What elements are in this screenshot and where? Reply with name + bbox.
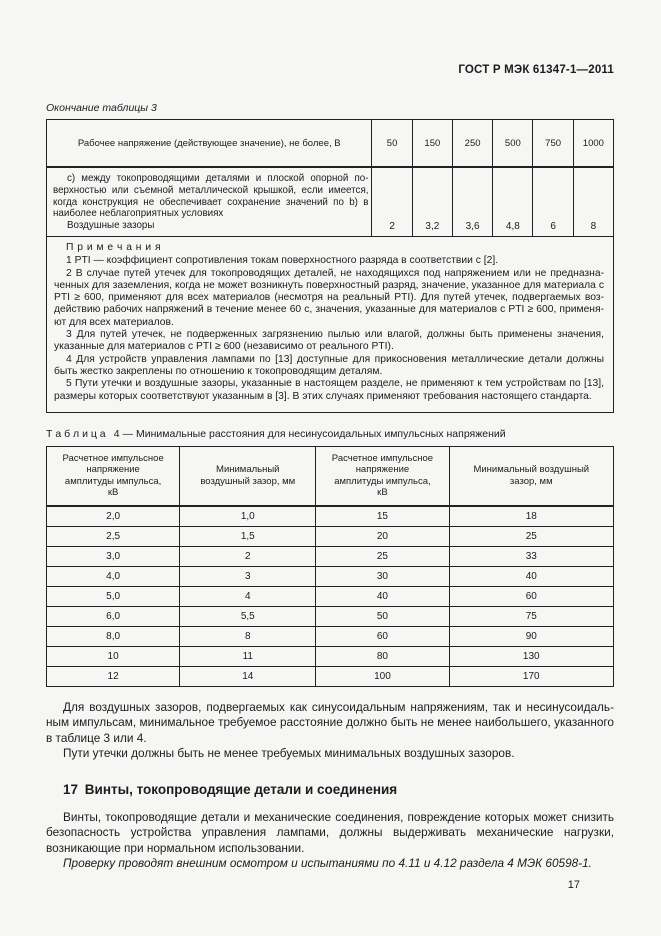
table4-row: 2,0 1,0 15 18 bbox=[45, 505, 615, 527]
table3-gap-value: 4,8 bbox=[492, 166, 534, 237]
table4-cell: 15 bbox=[315, 505, 450, 527]
table3-note-item: 3 Для путей утечек, не подверженных загр… bbox=[54, 329, 604, 353]
table4-cell: 5,0 bbox=[45, 585, 181, 607]
table3-note-item: 4 Для устройств управления лампами по [1… bbox=[54, 353, 604, 377]
table4-cell: 12 bbox=[45, 665, 181, 687]
table3-notes-items: 1 PTI — коэффициент сопротивления токам … bbox=[54, 255, 604, 403]
table3-header-label: Рабочее напряжение (действующее значение… bbox=[45, 119, 373, 168]
table3-gap-value: 2 bbox=[371, 166, 413, 237]
body-text: Для воздушных зазоров, подвергаемых как … bbox=[46, 700, 614, 872]
table4-cell: 2 bbox=[179, 545, 317, 567]
table4-cell: 170 bbox=[448, 665, 615, 687]
table4-cell: 18 bbox=[448, 505, 615, 527]
table4-cell: 1,0 bbox=[179, 505, 317, 527]
table4-cell: 30 bbox=[315, 565, 450, 587]
paragraph-min-distance: Для воздушных зазоров, подвергаемых как … bbox=[46, 699, 614, 745]
table4-cell: 100 bbox=[315, 665, 450, 687]
table3-note-item: 1 PTI — коэффициент сопротивления токам … bbox=[66, 255, 499, 267]
table4-cell: 8 bbox=[179, 625, 317, 647]
table3-description-cell: с) между токопроводящими деталями и плос… bbox=[45, 166, 373, 237]
table3-note-item: 5 Пути утечки и воздушные зазоры, указан… bbox=[54, 378, 604, 402]
table4-cell: 80 bbox=[315, 645, 450, 667]
table3-notes-cell: П р и м е ч а н и я 1 PTI — коэффициент … bbox=[46, 235, 614, 413]
table4-cell: 8,0 bbox=[45, 625, 181, 647]
table3-gap-value: 6 bbox=[532, 166, 574, 237]
table4-row: 5,0 4 40 60 bbox=[45, 585, 615, 607]
table4-body: 2,0 1,0 15 18 2,5 1,5 20 25 3,0 2 25 33 4,0 3 30 40 5,0 4… bbox=[45, 505, 615, 687]
page-number: 17 bbox=[567, 878, 580, 891]
table4-cell: 33 bbox=[448, 545, 615, 567]
table4-cell: 2,5 bbox=[45, 525, 181, 547]
table4: Расчетное импульсное напряжение амплитуд… bbox=[45, 445, 615, 687]
table3-row-sublabel: Воздушные зазоры bbox=[67, 220, 155, 232]
paragraph-screws: Винты, токопроводящие детали и механичес… bbox=[46, 809, 614, 855]
table4-row: 10 11 80 130 bbox=[45, 645, 615, 667]
table4-cell: 4,0 bbox=[45, 565, 181, 587]
table4-column-header: Расчетное импульсное напряжение амплитуд… bbox=[315, 445, 450, 507]
table4-column-header: Минимальный воздушный зазор, мм bbox=[179, 445, 317, 507]
table3-voltage-header: 1000 bbox=[572, 119, 615, 168]
table3-header-row: Рабочее напряжение (действующее значение… bbox=[45, 119, 615, 168]
table4-cell: 25 bbox=[315, 545, 450, 567]
table4-row: 3,0 2 25 33 bbox=[45, 545, 615, 567]
table4-cell: 20 bbox=[315, 525, 450, 547]
document-header: ГОСТ Р МЭК 61347-1—2011 bbox=[458, 64, 614, 76]
table3-note-item: 2 В случае путей утечек для токопроводящ… bbox=[54, 267, 604, 328]
table3: Рабочее напряжение (действующее значение… bbox=[45, 119, 615, 413]
table3-voltage-header: 150 bbox=[411, 119, 453, 168]
table3-voltage-header: 500 bbox=[492, 119, 534, 168]
table4-cell: 11 bbox=[179, 645, 317, 667]
table4-cell: 40 bbox=[315, 585, 450, 607]
paragraph-leakage-paths: Пути утечки должны быть не менее требуем… bbox=[63, 746, 515, 761]
table3-notes-row: П р и м е ч а н и я 1 PTI — коэффициент … bbox=[46, 235, 614, 413]
table4-header-row: Расчетное импульсное напряжение амплитуд… bbox=[45, 445, 615, 507]
table4-row: 6,0 5,5 50 75 bbox=[45, 605, 615, 627]
table4-row: 2,5 1,5 20 25 bbox=[45, 525, 615, 547]
table4-cell: 60 bbox=[448, 585, 615, 607]
table3-voltage-header: 50 bbox=[371, 119, 413, 168]
table4-row: 8,0 8 60 90 bbox=[45, 625, 615, 647]
table4-cell: 10 bbox=[45, 645, 181, 667]
table4-cell: 50 bbox=[315, 605, 450, 627]
table4-cell: 5,5 bbox=[179, 605, 317, 627]
table4-cell: 25 bbox=[448, 525, 615, 547]
table4-cell: 60 bbox=[315, 625, 450, 647]
table4-caption: Т а б л и ц а 4 — Минимальные расстояния… bbox=[46, 427, 506, 440]
table4-cell: 75 bbox=[448, 605, 615, 627]
table4-cell: 40 bbox=[448, 565, 615, 587]
table4-column-header: Расчетное импульсное напряжение амплитуд… bbox=[45, 445, 181, 507]
table4-cell: 3 bbox=[179, 565, 317, 587]
table4-cell: 14 bbox=[179, 665, 317, 687]
table3-voltage-header: 250 bbox=[451, 119, 494, 168]
table4-cell: 1,5 bbox=[179, 525, 317, 547]
table4-column-header: Минимальный воздушный зазор, мм bbox=[448, 445, 615, 507]
table4-cell: 4 bbox=[179, 585, 317, 607]
table4-cell: 90 bbox=[448, 625, 615, 647]
table4-cell: 130 bbox=[448, 645, 615, 667]
table4-cell: 2,0 bbox=[45, 505, 181, 527]
table4-cell: 6,0 bbox=[45, 605, 181, 627]
table3-caption: Окончание таблицы 3 bbox=[46, 102, 157, 114]
table4-cell: 3,0 bbox=[45, 545, 181, 567]
table4-row: 12 14 100 170 bbox=[45, 665, 615, 687]
paragraph-verification: Проверку проводят внешним осмотром и исп… bbox=[63, 856, 592, 871]
table3-gap-value: 8 bbox=[572, 166, 615, 237]
table3-body-row: с) между токопроводящими деталями и плос… bbox=[45, 166, 615, 237]
section-17-heading: 17 Винты, токопроводящие детали и соедин… bbox=[63, 781, 398, 797]
table3-gap-value: 3,2 bbox=[411, 166, 453, 237]
table4-row: 4,0 3 30 40 bbox=[45, 565, 615, 587]
table3-description-text: с) между токопроводящими деталями и плос… bbox=[53, 173, 369, 220]
table3-gap-value: 3,6 bbox=[451, 166, 494, 237]
table3-notes-title: П р и м е ч а н и я bbox=[66, 241, 162, 253]
table3-voltage-header: 750 bbox=[532, 119, 574, 168]
